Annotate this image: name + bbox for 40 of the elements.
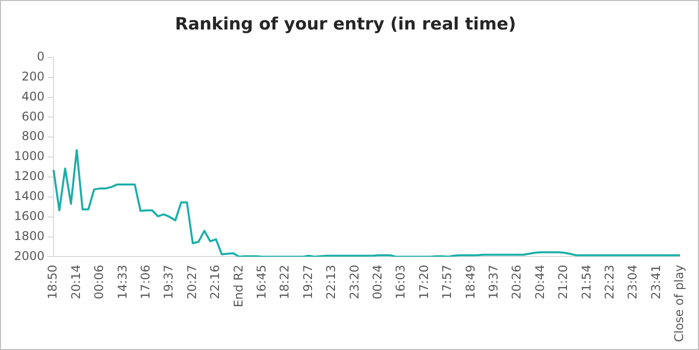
- y-tick-label: 1200: [14, 169, 45, 184]
- x-tick-label: 18:49: [463, 264, 478, 300]
- x-tick-label: 20:26: [510, 264, 524, 300]
- x-tick-label: 16:45: [254, 264, 268, 300]
- x-tick-label: 21:20: [556, 264, 570, 300]
- x-tick-label: 22:16: [208, 264, 222, 300]
- x-tick-label: 22:13: [324, 264, 338, 300]
- x-tick-label: 00:06: [92, 264, 106, 300]
- x-tick-label: End R2: [231, 264, 246, 308]
- y-tick-label: 400: [22, 89, 45, 104]
- y-tick-label: 200: [22, 69, 45, 84]
- x-tick-label: 19:37: [486, 264, 501, 300]
- y-tick-label: 2000: [14, 248, 45, 263]
- y-tick-label: 1000: [14, 149, 45, 164]
- x-tick-label: 17:20: [416, 264, 431, 300]
- chart-title: Ranking of your entry (in real time): [174, 14, 516, 35]
- y-tick-label: 0: [36, 50, 45, 64]
- x-tick-label: 19:27: [300, 264, 315, 300]
- y-tick-label: 1800: [14, 228, 45, 243]
- y-tick-label: 1400: [14, 189, 45, 204]
- x-tick-label: 17:06: [138, 264, 152, 300]
- y-tick-label: 1600: [14, 208, 45, 223]
- x-tick-label: 23:41: [648, 264, 663, 300]
- x-tick-label: 20:27: [184, 264, 199, 300]
- x-tick-label: 23:04: [626, 264, 640, 300]
- x-tick-label: 22:23: [602, 264, 617, 300]
- x-tick-label: 16:03: [394, 264, 408, 300]
- x-tick-label: 14:33: [115, 264, 130, 300]
- x-tick-label: 23:20: [347, 264, 362, 300]
- x-tick-label: 19:37: [162, 264, 176, 300]
- x-tick-label: 21:54: [579, 264, 594, 300]
- x-tick-label: Close of play: [672, 264, 686, 342]
- x-tick-label: 20:14: [68, 264, 83, 300]
- x-tick-label: 20:44: [532, 264, 547, 300]
- x-tick-label: 17:57: [440, 264, 454, 300]
- x-tick-label: 18:50: [46, 264, 60, 300]
- x-tick-label: 18:22: [278, 264, 292, 300]
- y-tick-label: 600: [22, 109, 45, 124]
- y-tick-label: 800: [22, 129, 45, 144]
- x-tick-label: 00:24: [370, 264, 384, 300]
